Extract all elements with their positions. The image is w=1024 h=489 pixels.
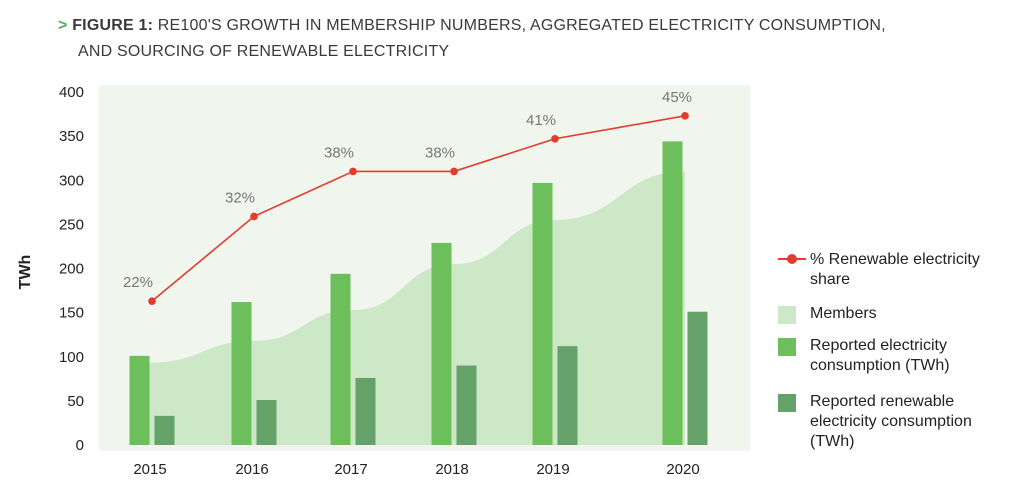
bar-renewable-2020	[687, 311, 708, 445]
bar-consumption-2019	[532, 182, 553, 445]
legend-label-consumption: Reported electricity consumption (TWh)	[810, 337, 950, 374]
y-tick-label: 250	[59, 216, 84, 233]
y-tick-label: 200	[59, 261, 84, 278]
x-tick-label-2016: 2016	[235, 461, 268, 478]
x-tick-label-2018: 2018	[435, 461, 468, 478]
legend: % Renewable electricity share Members Re…	[778, 250, 1018, 452]
bar-consumption-2020	[662, 141, 683, 446]
y-tick-label: 300	[59, 172, 84, 189]
legend-swatch-share	[778, 254, 806, 264]
share-line	[151, 115, 686, 302]
legend-swatch-members	[778, 306, 796, 324]
share-point-2017	[349, 167, 357, 176]
share-label-2015: 22%	[123, 274, 153, 291]
share-point-2019	[551, 134, 559, 143]
y-tick-label: 350	[59, 128, 84, 145]
legend-item-share: % Renewable electricity share	[778, 250, 1018, 290]
bar-consumption-2017	[330, 273, 351, 445]
y-tick-label: 0	[76, 437, 84, 454]
share-label-2019: 41%	[526, 112, 556, 129]
x-tick-label-2015: 2015	[133, 461, 166, 478]
legend-item-consumption: Reported electricity consumption (TWh)	[778, 336, 1018, 376]
y-axis-label: TWh	[17, 255, 34, 290]
share-label-2020: 45%	[662, 89, 692, 106]
share-point-2020	[681, 112, 689, 120]
legend-label-renewable: Reported renewable electricity consumpti…	[810, 393, 972, 450]
bar-consumption-2016	[231, 302, 252, 445]
legend-item-renewable: Reported renewable electricity consumpti…	[778, 392, 1018, 452]
share-points: 22% 32% 38% 38% 41% 45%	[123, 89, 692, 305]
legend-item-members: Members	[778, 304, 1018, 324]
legend-swatch-consumption	[778, 338, 796, 356]
bar-renewable-2018	[456, 365, 477, 445]
figure-label: FIGURE 1:	[72, 17, 154, 34]
bar-consumption-2018	[431, 242, 452, 445]
legend-label-members: Members	[810, 305, 877, 322]
y-tick-label: 400	[59, 84, 84, 101]
y-tick-label: 100	[59, 349, 84, 366]
share-point-2018	[450, 167, 458, 176]
x-tick-label-2020: 2020	[666, 461, 699, 478]
title-arrow: >	[58, 17, 68, 34]
bar-consumption-2015	[129, 355, 150, 445]
y-tick-label: 150	[59, 305, 84, 322]
title-line-1: RE100'S GROWTH IN MEMBERSHIP NUMBERS, AG…	[157, 17, 886, 34]
bar-renewable-2016	[256, 399, 277, 445]
x-tick-label-2017: 2017	[334, 461, 367, 478]
x-axis: 2015 2016 2017 2018 2019 2020	[133, 461, 699, 478]
share-label-2017: 38%	[324, 144, 354, 161]
share-point-2015	[148, 297, 156, 305]
bars	[129, 141, 708, 446]
share-label-2018: 38%	[425, 144, 455, 161]
share-point-2016	[250, 212, 258, 221]
bar-renewable-2017	[355, 377, 376, 445]
bar-renewable-2019	[557, 346, 578, 445]
x-tick-label-2019: 2019	[536, 461, 569, 478]
legend-swatch-renewable	[778, 394, 796, 412]
figure-title: > FIGURE 1: RE100'S GROWTH IN MEMBERSHIP…	[58, 13, 1018, 65]
bar-renewable-2015	[154, 415, 175, 445]
legend-label-share: % Renewable electricity share	[810, 251, 980, 288]
title-line-2: AND SOURCING OF RENEWABLE ELECTRICITY	[78, 43, 450, 60]
y-tick-label: 50	[67, 393, 84, 410]
share-label-2016: 32%	[225, 189, 255, 206]
y-axis: 0 50 100 150 200 250 300 350 400	[59, 84, 84, 454]
